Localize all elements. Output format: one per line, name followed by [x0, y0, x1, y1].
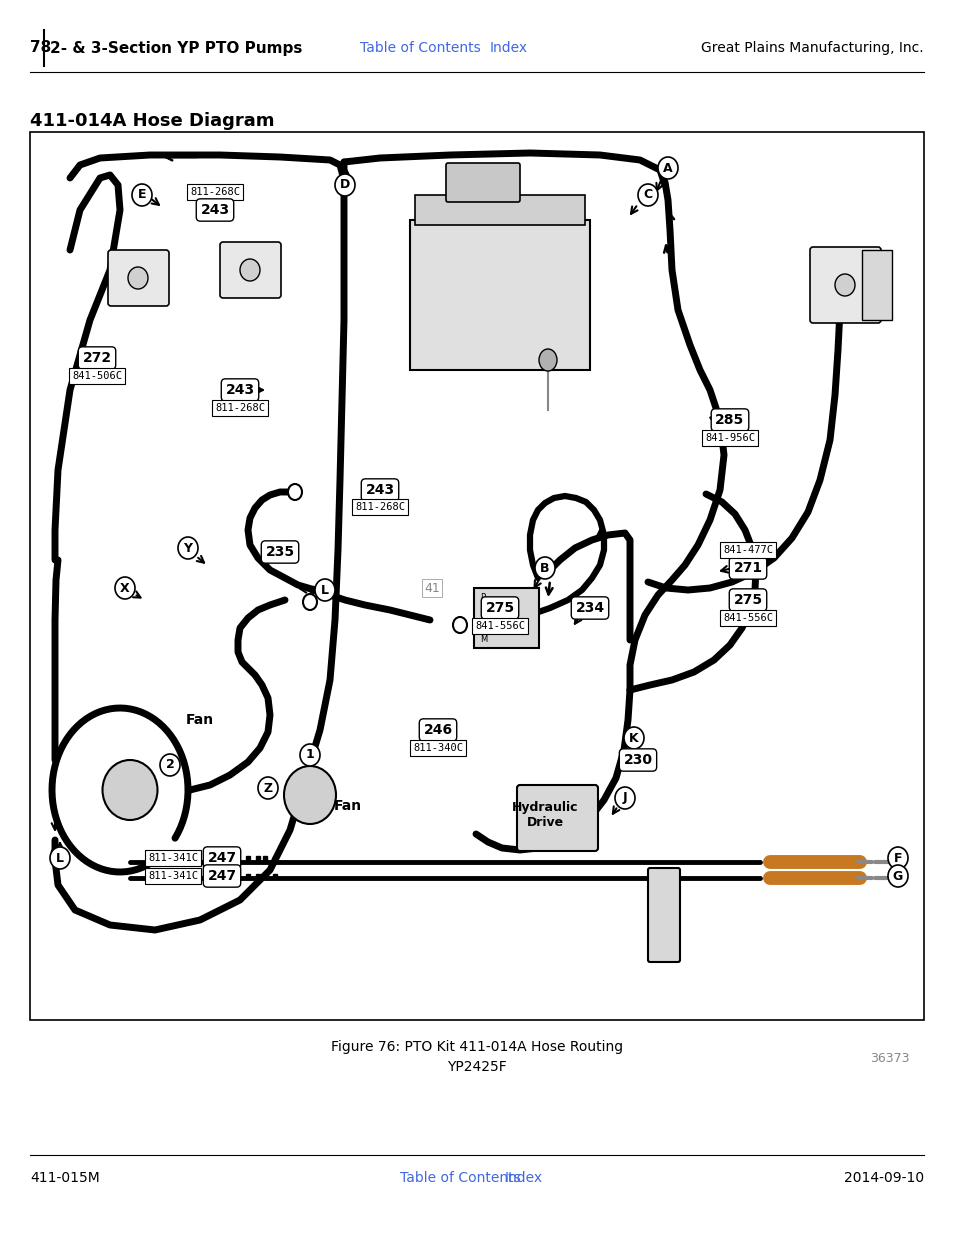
Ellipse shape: [160, 755, 180, 776]
Text: Index: Index: [504, 1171, 542, 1186]
Text: 243: 243: [365, 483, 395, 496]
Text: 275: 275: [733, 593, 761, 606]
Text: Index: Index: [490, 41, 528, 56]
Text: 811-268C: 811-268C: [214, 403, 265, 412]
FancyBboxPatch shape: [220, 242, 281, 298]
FancyBboxPatch shape: [410, 220, 589, 370]
Ellipse shape: [658, 157, 678, 179]
Text: 2014-09-10: 2014-09-10: [843, 1171, 923, 1186]
Text: P: P: [479, 594, 485, 603]
Text: L: L: [479, 608, 484, 616]
Text: 811-341C: 811-341C: [148, 871, 198, 881]
FancyBboxPatch shape: [415, 195, 584, 225]
Text: 1: 1: [305, 748, 314, 762]
Ellipse shape: [115, 577, 135, 599]
Ellipse shape: [299, 743, 319, 766]
Text: F: F: [893, 851, 902, 864]
Text: 841-956C: 841-956C: [704, 433, 754, 443]
Text: L: L: [56, 851, 64, 864]
Text: G: G: [892, 869, 902, 883]
Ellipse shape: [535, 557, 555, 579]
Text: C: C: [642, 189, 652, 201]
Text: 78: 78: [30, 41, 51, 56]
Text: J: J: [622, 792, 627, 804]
Bar: [30, 132, 923, 1020]
Text: 811-340C: 811-340C: [413, 743, 462, 753]
Text: Z: Z: [263, 782, 273, 794]
Ellipse shape: [314, 579, 335, 601]
Text: Table of Contents: Table of Contents: [359, 41, 480, 56]
Text: X: X: [120, 582, 130, 594]
Text: 247: 247: [207, 851, 236, 864]
Ellipse shape: [50, 847, 70, 869]
FancyBboxPatch shape: [862, 249, 891, 320]
Text: M: M: [479, 636, 487, 645]
Text: A: A: [662, 162, 672, 174]
Ellipse shape: [128, 267, 148, 289]
Text: 235: 235: [265, 545, 294, 559]
Ellipse shape: [335, 174, 355, 196]
Text: 243: 243: [225, 383, 254, 396]
Ellipse shape: [538, 350, 557, 370]
FancyBboxPatch shape: [647, 868, 679, 962]
Ellipse shape: [132, 184, 152, 206]
Text: 411-015M: 411-015M: [30, 1171, 100, 1186]
Text: S: S: [479, 621, 485, 631]
Text: L: L: [320, 583, 329, 597]
Text: B: B: [539, 562, 549, 574]
Text: K: K: [629, 731, 639, 745]
Ellipse shape: [887, 864, 907, 887]
Ellipse shape: [623, 727, 643, 748]
FancyBboxPatch shape: [108, 249, 169, 306]
Ellipse shape: [102, 760, 157, 820]
Text: D: D: [339, 179, 350, 191]
Text: 841-506C: 841-506C: [71, 370, 122, 382]
Text: 2: 2: [166, 758, 174, 772]
Text: 411-014A Hose Diagram: 411-014A Hose Diagram: [30, 112, 274, 130]
FancyBboxPatch shape: [809, 247, 880, 324]
Text: YP2425F: YP2425F: [447, 1060, 506, 1074]
Text: 841-556C: 841-556C: [475, 621, 524, 631]
Text: Drive: Drive: [526, 815, 563, 829]
Text: 271: 271: [733, 561, 761, 576]
Text: 246: 246: [423, 722, 452, 737]
Ellipse shape: [453, 618, 467, 634]
Ellipse shape: [257, 777, 277, 799]
Text: Table of Contents: Table of Contents: [399, 1171, 520, 1186]
Text: 247: 247: [207, 869, 236, 883]
Text: 811-268C: 811-268C: [355, 501, 405, 513]
Text: 36373: 36373: [869, 1052, 909, 1065]
Ellipse shape: [178, 537, 198, 559]
Text: 285: 285: [715, 412, 744, 427]
FancyBboxPatch shape: [446, 163, 519, 203]
Text: Great Plains Manufacturing, Inc.: Great Plains Manufacturing, Inc.: [700, 41, 923, 56]
Text: E: E: [137, 189, 146, 201]
Text: 811-268C: 811-268C: [190, 186, 240, 198]
Text: 811-341C: 811-341C: [148, 853, 198, 863]
Ellipse shape: [615, 787, 635, 809]
Text: 234: 234: [575, 601, 604, 615]
FancyBboxPatch shape: [474, 588, 538, 648]
Ellipse shape: [284, 766, 335, 824]
Text: 243: 243: [200, 203, 230, 217]
Text: 272: 272: [82, 351, 112, 366]
Text: 41: 41: [424, 582, 439, 594]
Text: 275: 275: [485, 601, 514, 615]
FancyBboxPatch shape: [517, 785, 598, 851]
Ellipse shape: [288, 484, 302, 500]
Ellipse shape: [887, 847, 907, 869]
Text: 230: 230: [623, 753, 652, 767]
Text: 2- & 3-Section YP PTO Pumps: 2- & 3-Section YP PTO Pumps: [50, 41, 302, 56]
Text: Fan: Fan: [334, 799, 362, 813]
Ellipse shape: [638, 184, 658, 206]
Text: 841-556C: 841-556C: [722, 613, 772, 622]
Text: Y: Y: [183, 541, 193, 555]
Ellipse shape: [240, 259, 260, 282]
Ellipse shape: [303, 594, 316, 610]
Text: Hydraulic: Hydraulic: [511, 802, 578, 815]
Text: Figure 76: PTO Kit 411-014A Hose Routing: Figure 76: PTO Kit 411-014A Hose Routing: [331, 1040, 622, 1053]
Ellipse shape: [834, 274, 854, 296]
Text: Fan: Fan: [186, 713, 213, 727]
Text: 841-477C: 841-477C: [722, 545, 772, 555]
